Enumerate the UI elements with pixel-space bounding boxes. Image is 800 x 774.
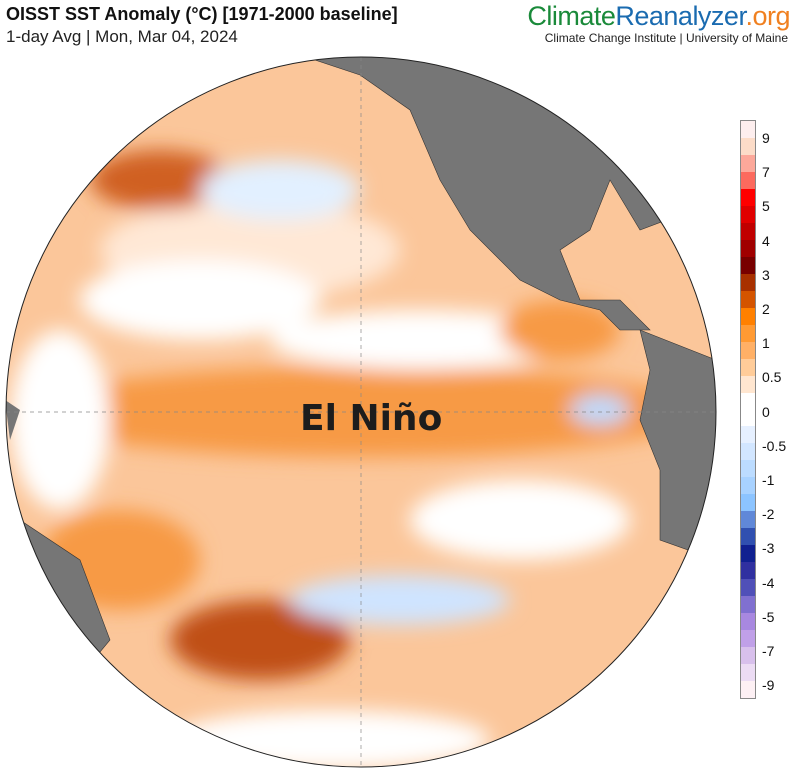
colorbar-swatch: [741, 358, 755, 376]
colorbar-swatch: [741, 409, 755, 427]
colorbar-swatch: [741, 545, 755, 563]
colorbar-swatch: [741, 392, 755, 410]
colorbar-swatch: [741, 511, 755, 529]
colorbar-swatch: [741, 256, 755, 274]
colorbar-label: 3: [762, 266, 770, 283]
colorbar-label: -0.5: [762, 437, 787, 454]
colorbar-swatch: [741, 273, 755, 291]
colorbar-swatch: [741, 121, 755, 138]
colorbar-swatch: [741, 528, 755, 546]
colorbar-label: 2: [762, 301, 770, 317]
colorbar-swatch: [741, 613, 755, 631]
el-nino-annotation: El Niño: [300, 398, 443, 439]
colorbar-swatch: [741, 375, 755, 393]
colorbar-label: 5: [762, 198, 770, 215]
colorbar-swatch: [741, 596, 755, 614]
colorbar-swatch: [741, 680, 755, 698]
colorbar-swatch: [741, 460, 755, 478]
colorbar-label: -3: [762, 540, 775, 557]
colorbar-swatch: [741, 630, 755, 648]
brand-subtitle: Climate Change Institute | University of…: [544, 31, 788, 45]
colorbar-label: 9: [762, 130, 770, 146]
colorbar-swatch: [741, 324, 755, 342]
colorbar-label: 0: [762, 403, 770, 420]
colorbar: [740, 120, 756, 699]
map-subtitle: 1-day Avg | Mon, Mar 04, 2024: [6, 27, 238, 46]
colorbar-swatch: [741, 562, 755, 580]
colorbar-swatch: [741, 443, 755, 461]
colorbar-label: -1: [762, 472, 775, 488]
colorbar-label: 4: [762, 232, 770, 249]
colorbar-label: 7: [762, 164, 770, 181]
colorbar-label: -2: [762, 506, 775, 523]
colorbar-label: -4: [762, 574, 775, 591]
colorbar-label: -5: [762, 608, 775, 625]
colorbar-swatch: [741, 188, 755, 206]
colorbar-swatch: [741, 307, 755, 325]
colorbar-swatch: [741, 137, 755, 155]
colorbar-swatch: [741, 171, 755, 189]
colorbar-label: -7: [762, 643, 775, 659]
colorbar-swatch: [741, 477, 755, 495]
brand-logo[interactable]: ClimateReanalyzer.org: [527, 1, 790, 32]
colorbar-label: 0.5: [762, 369, 782, 386]
colorbar-swatch: [741, 426, 755, 444]
colorbar-label: 1: [762, 335, 770, 352]
brand-part: Climate: [527, 1, 616, 31]
colorbar-swatch: [741, 647, 755, 664]
colorbar-swatch: [741, 341, 755, 359]
colorbar-swatch: [741, 154, 755, 172]
colorbar-swatch: [741, 290, 755, 308]
brand-part: .org: [745, 1, 790, 31]
colorbar-label: -9: [762, 677, 775, 694]
colorbar-swatch: [741, 222, 755, 240]
colorbar-swatch: [741, 494, 755, 512]
colorbar-swatch: [741, 239, 755, 257]
colorbar-swatch: [741, 579, 755, 597]
colorbar-swatch: [741, 205, 755, 223]
map-title: OISST SST Anomaly (°C) [1971-2000 baseli…: [6, 4, 398, 24]
colorbar-swatch: [741, 664, 755, 681]
brand-part: Reanalyzer: [615, 1, 746, 31]
